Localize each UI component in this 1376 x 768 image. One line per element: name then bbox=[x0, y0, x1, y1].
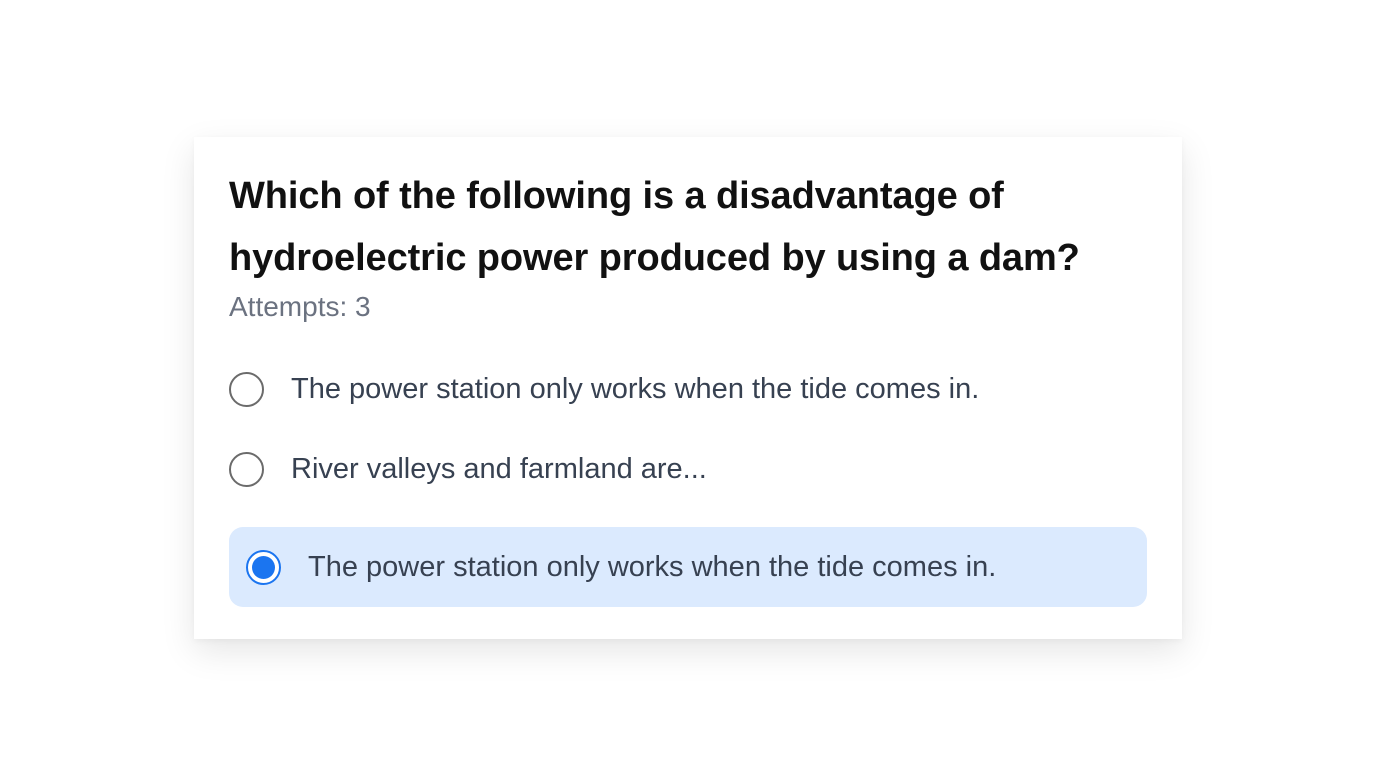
answer-options: The power station only works when the ti… bbox=[229, 349, 1147, 607]
radio-checked-dot bbox=[252, 556, 275, 579]
question-text: Which of the following is a disadvantage… bbox=[229, 165, 1147, 289]
answer-option-label: River valleys and farmland are... bbox=[291, 453, 707, 486]
radio-button-unchecked[interactable] bbox=[229, 452, 264, 487]
answer-option-label: The power station only works when the ti… bbox=[308, 551, 996, 584]
answer-option-1[interactable]: The power station only works when the ti… bbox=[229, 349, 1147, 429]
radio-button-checked[interactable] bbox=[246, 550, 281, 585]
answer-option-3-selected[interactable]: The power station only works when the ti… bbox=[229, 527, 1147, 607]
answer-option-label: The power station only works when the ti… bbox=[291, 373, 979, 406]
question-card: Which of the following is a disadvantage… bbox=[194, 137, 1182, 639]
answer-option-2[interactable]: River valleys and farmland are... bbox=[229, 429, 1147, 509]
radio-button-unchecked[interactable] bbox=[229, 372, 264, 407]
attempts-counter: Attempts: 3 bbox=[229, 289, 1147, 325]
